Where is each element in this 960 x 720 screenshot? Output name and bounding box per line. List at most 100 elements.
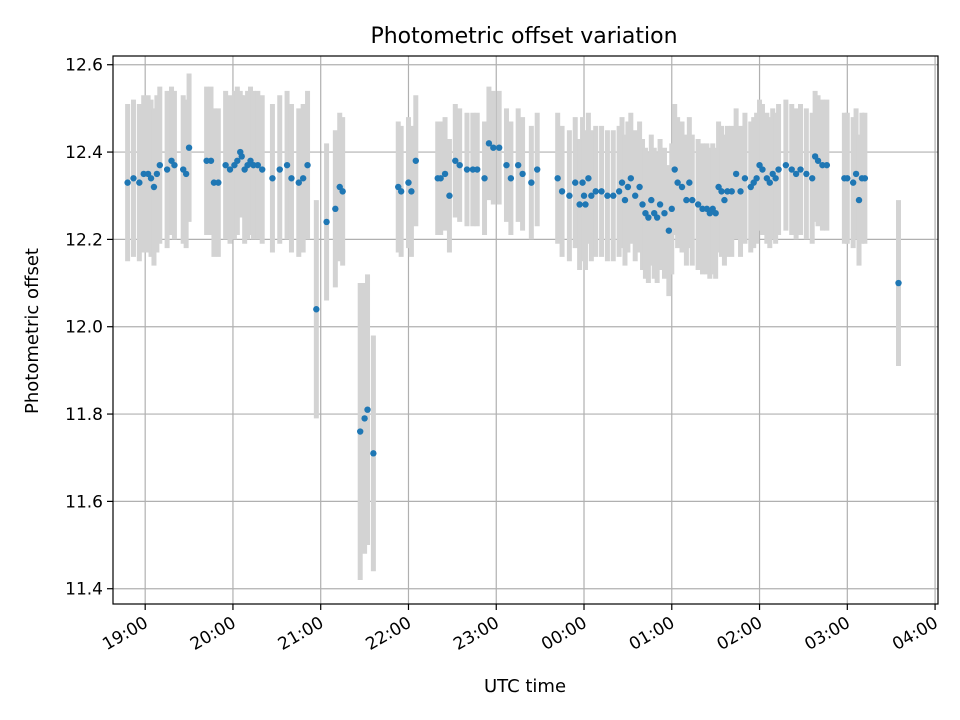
y-tick-label: 11.4 [65,580,103,600]
data-point [855,196,863,204]
data-point [234,157,241,164]
data-point [852,170,860,178]
data-point [207,157,215,164]
data-point [357,428,364,435]
data-point [163,166,171,173]
data-point [495,144,503,151]
data-point [288,175,295,182]
data-point [772,175,779,182]
data-point [238,153,245,160]
data-points [124,140,902,457]
data-point [185,144,193,151]
data-point [446,192,453,199]
data-point [514,161,522,169]
y-axis-label: Photometric offset [22,248,43,414]
data-point [452,157,459,164]
data-point [370,450,377,457]
data-point [621,196,629,204]
data-point [519,170,526,178]
data-point [580,192,588,199]
x-axis-label: UTC time [484,676,566,697]
data-point [792,170,800,178]
data-point [153,170,161,178]
data-point [572,179,579,186]
x-tick-label: 02:00 [714,613,766,655]
data-point [269,175,276,182]
data-point [171,161,178,169]
data-point [689,196,696,204]
data-point [592,188,599,195]
data-point [579,179,586,186]
data-point [408,188,415,195]
data-point [588,192,595,199]
x-tick-label: 03:00 [801,613,853,655]
data-point [554,175,561,182]
data-point [339,188,346,195]
data-point [724,188,731,195]
data-point [636,183,643,191]
data-point [469,166,477,173]
data-point [721,196,728,204]
data-point [737,188,744,195]
data-point [412,157,419,164]
data-point [203,157,210,164]
data-point [694,201,702,208]
data-point [437,175,444,182]
data-point [576,201,583,208]
data-point [671,166,678,173]
data-point [775,166,782,173]
data-point [797,166,804,173]
data-point [566,192,573,199]
data-point [674,179,681,186]
data-point [130,175,137,182]
data-point [222,161,229,169]
x-axis: 19:00 20:00 21:00 22:00 23:00 00:00 01:00 02:00… [99,604,942,655]
y-tick-label: 11.8 [65,405,103,425]
data-point [397,188,405,195]
data-point [124,179,131,186]
data-point [668,205,675,213]
data-point [895,279,902,287]
data-point [147,175,155,182]
data-point [819,161,826,169]
data-point [441,170,449,178]
data-point [276,166,283,173]
chart-title: Photometric offset variation [370,24,677,49]
data-point [753,175,760,182]
data-point [295,179,302,186]
data-point [485,140,493,147]
data-point [741,175,749,182]
data-point [624,183,632,191]
data-point [627,175,635,182]
data-point [474,166,481,173]
data-point [683,196,690,204]
data-point [678,183,686,191]
data-point [332,205,339,213]
data-point [156,161,164,169]
data-point [283,161,291,169]
data-point [809,175,816,182]
x-tick-label: 01:00 [626,613,678,655]
x-tick-label: 23:00 [450,613,502,655]
y-tick-label: 12.0 [65,318,103,338]
data-point [463,166,471,173]
data-point [766,179,773,186]
data-point [604,192,611,199]
data-point [528,179,535,186]
x-tick-label: 19:00 [99,613,151,655]
y-tick-label: 11.6 [65,492,103,512]
data-point [507,175,515,182]
data-point [718,188,725,195]
data-point [598,188,605,195]
y-tick-label: 12.4 [65,143,103,163]
data-point [304,161,311,169]
data-point [814,157,822,164]
data-point [610,192,617,199]
data-point [861,175,869,182]
data-point [259,166,266,173]
data-point [639,201,646,208]
data-point [788,166,795,173]
plot-frame [112,55,939,605]
data-point [849,179,857,186]
y-tick-label: 12.2 [65,230,103,250]
